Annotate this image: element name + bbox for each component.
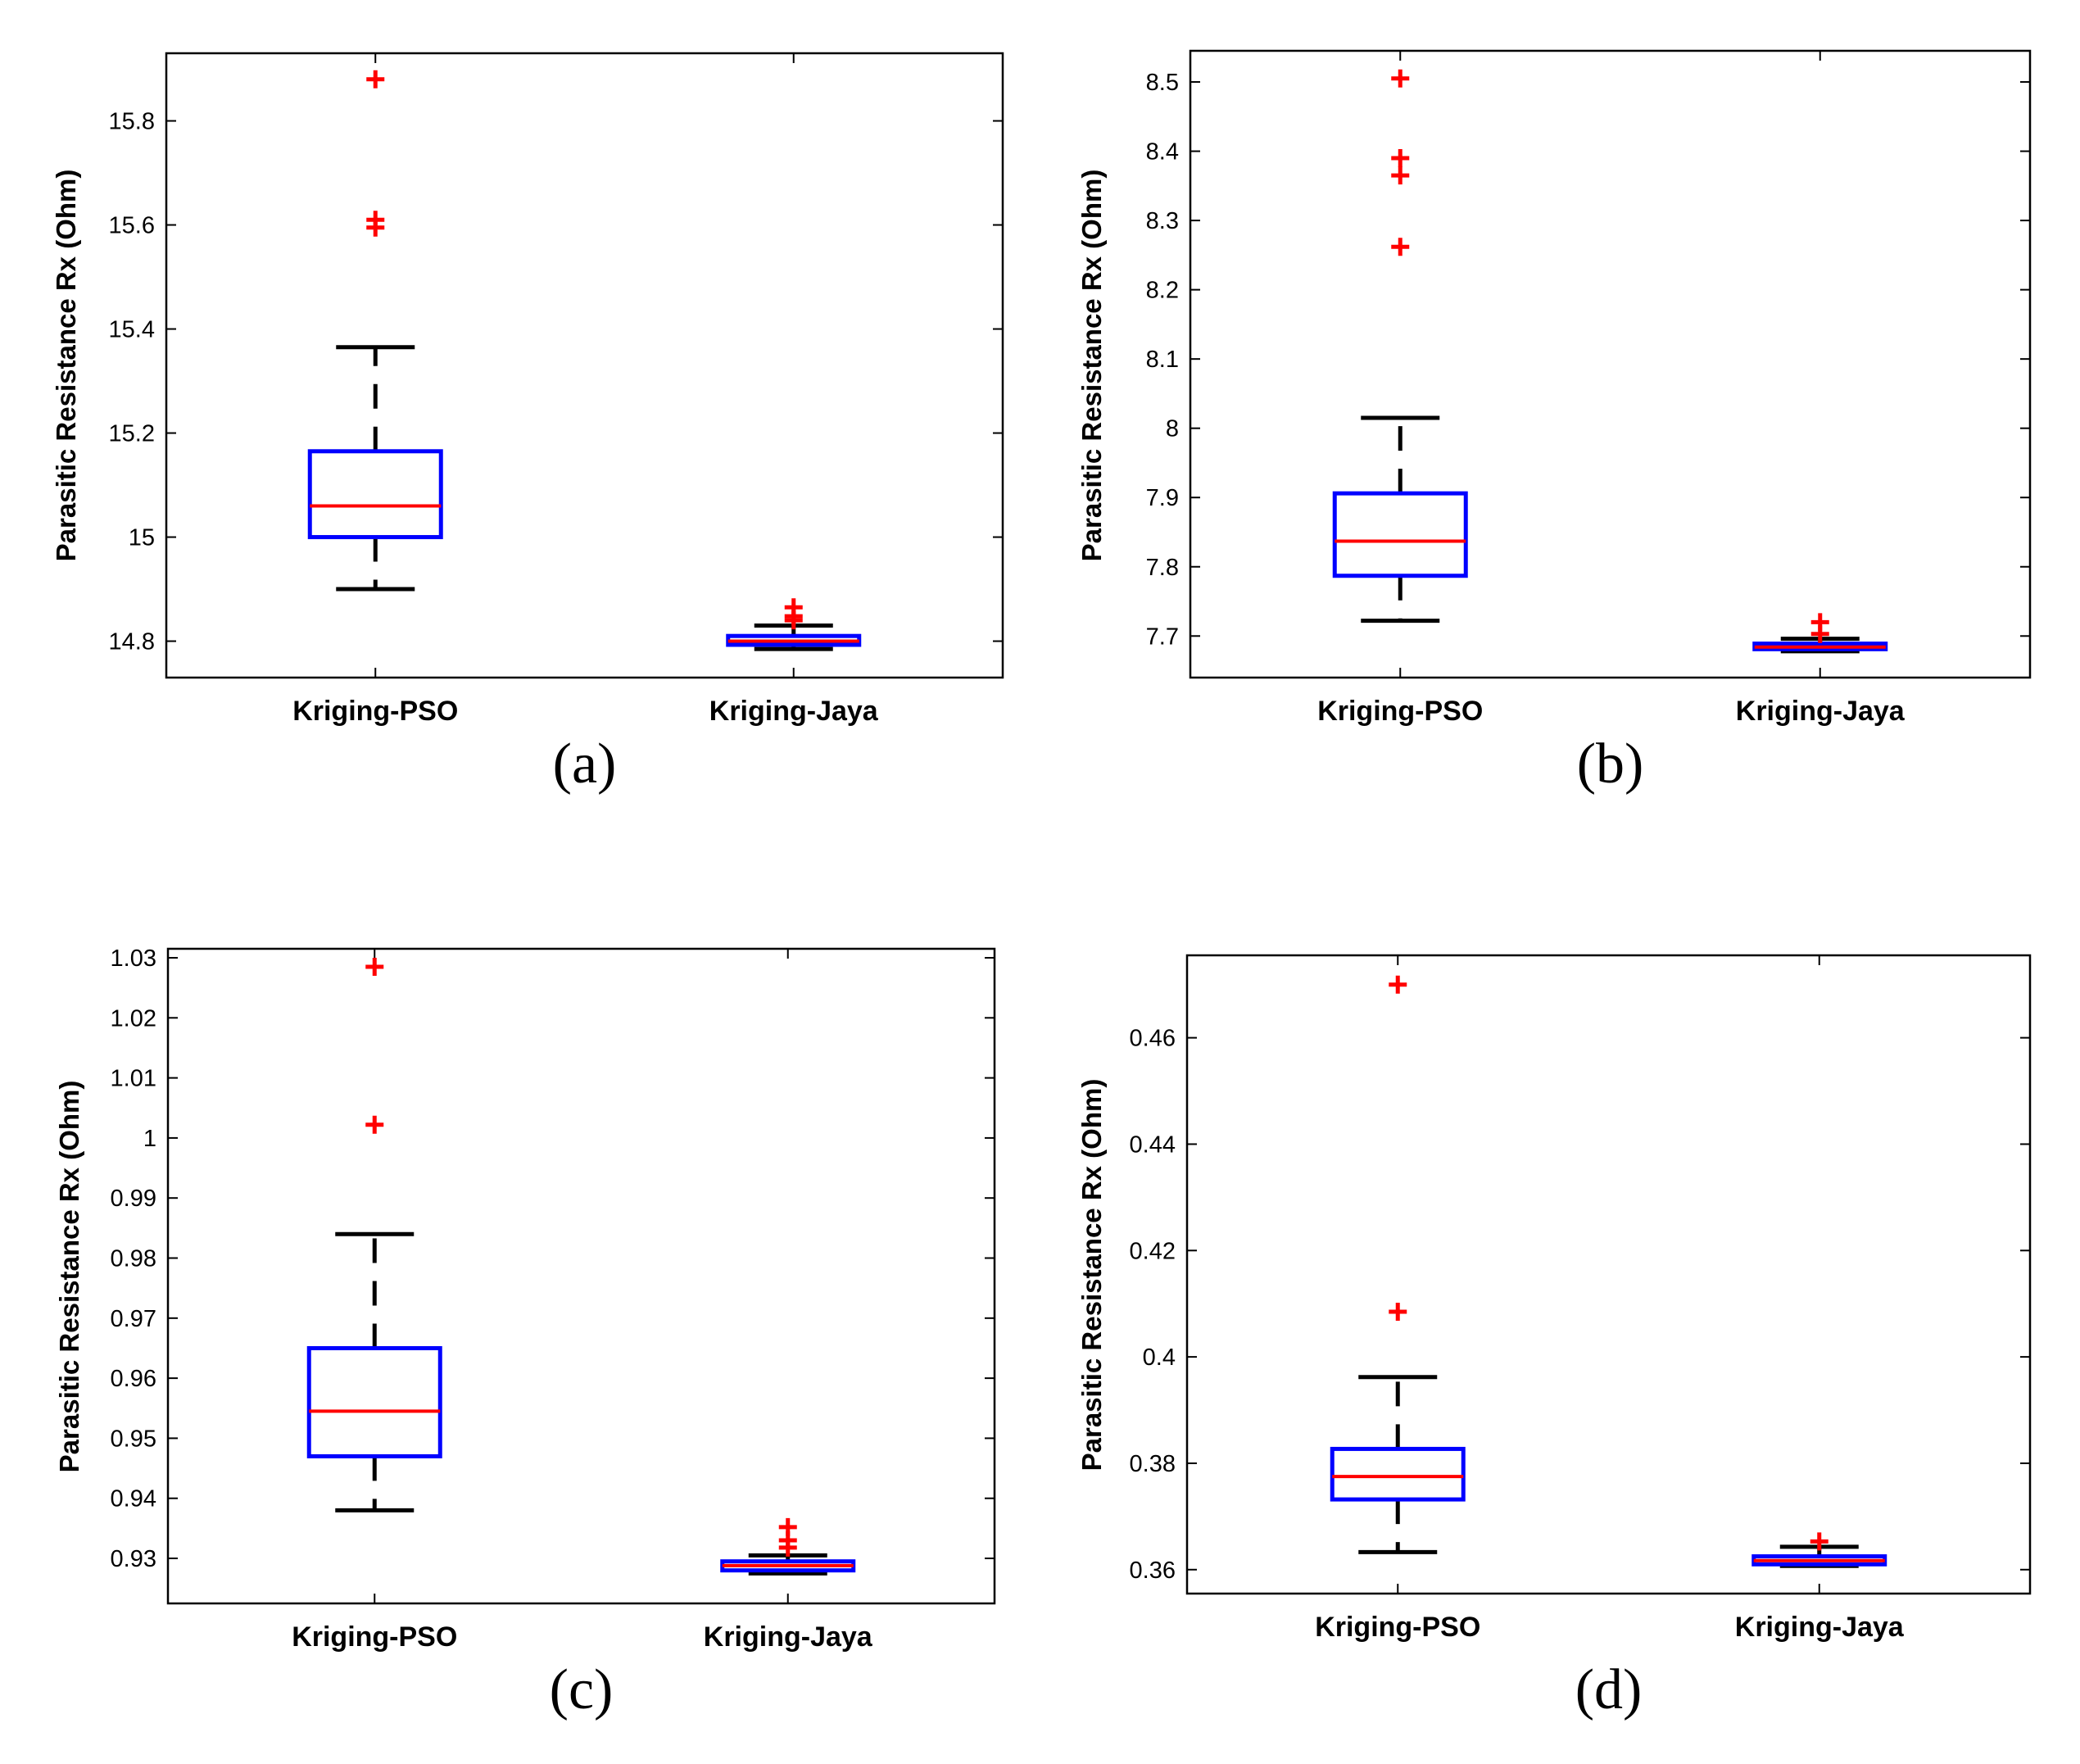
panel-label: (b)	[1577, 732, 1644, 796]
iqr-box	[1332, 491, 1468, 578]
panel-b: 7.7 7.8 7.9 8 8.1 8.2 8.3 8.4 8.5 Kriging-PSO Krig…	[1076, 49, 2032, 796]
y-tick-label: 0.46	[1130, 1026, 1176, 1052]
iqr-box	[306, 1345, 442, 1458]
category-label: Kriging-Jaya	[704, 1621, 873, 1653]
y-tick-label: 15.4	[109, 317, 155, 343]
outlier-marker	[778, 1538, 797, 1557]
outlier-marker	[1389, 975, 1407, 994]
outlier-marker	[1391, 238, 1410, 256]
y-tick-label: 0.42	[1130, 1238, 1176, 1264]
category-label: Kriging-PSO	[1315, 1612, 1480, 1643]
y-tick-label: 8.1	[1146, 347, 1179, 373]
panel-label: (a)	[553, 732, 617, 796]
category-label: Kriging-Jaya	[709, 696, 879, 727]
y-tick-label: 1.01	[111, 1066, 156, 1092]
box-Kriging-PSO	[1330, 975, 1466, 1554]
y-tick-label: 0.38	[1130, 1451, 1176, 1477]
panel-c: 0.93 0.94 0.95 0.96 0.97 0.98 0.99 1 1.01 1.02 1.0…	[54, 945, 996, 1721]
plot-frame	[166, 947, 996, 1605]
outlier-marker	[1810, 624, 1829, 643]
outlier-marker	[1391, 149, 1410, 168]
y-axis-label: Parasitic Resistance Rx (Ohm)	[51, 170, 81, 562]
y-tick-label: 0.97	[111, 1306, 156, 1332]
iqr-box	[307, 449, 443, 540]
outlier-marker	[784, 611, 803, 630]
box-Kriging-Jaya	[726, 598, 862, 651]
panel-a: 14.8 15 15.2 15.4 15.6 15.8 Kriging-PSO Kriging…	[51, 52, 1004, 796]
y-axis-label: Parasitic Resistance Rx (Ohm)	[1076, 170, 1107, 562]
box-Kriging-Jaya	[720, 1517, 856, 1576]
category-label: Kriging-PSO	[292, 1621, 457, 1653]
y-tick-label: 8.3	[1146, 208, 1179, 234]
y-tick-label: 8.5	[1146, 70, 1179, 96]
box-Kriging-Jaya	[1751, 1532, 1887, 1568]
outlier-marker	[365, 957, 384, 976]
plot-frame	[1185, 954, 2032, 1595]
y-tick-label: 0.93	[111, 1546, 156, 1572]
y-tick-label: 14.8	[109, 629, 155, 655]
y-tick-label: 0.99	[111, 1186, 156, 1212]
y-tick-label: 0.98	[111, 1246, 156, 1272]
outlier-marker	[366, 218, 385, 237]
iqr-box	[1330, 1446, 1466, 1502]
category-label: Kriging-Jaya	[1736, 696, 1906, 727]
panel-label: (c)	[550, 1658, 614, 1721]
y-tick-label: 0.36	[1130, 1558, 1176, 1584]
y-tick-label: 0.95	[111, 1426, 156, 1452]
y-tick-label: 7.9	[1146, 485, 1179, 511]
y-tick-label: 0.4	[1143, 1345, 1176, 1371]
y-axis-label: Parasitic Resistance Rx (Ohm)	[1076, 1079, 1107, 1472]
category-label: Kriging-PSO	[292, 696, 458, 727]
outlier-marker	[1391, 166, 1410, 185]
y-tick-label: 15.8	[109, 109, 155, 135]
y-tick-label: 1.02	[111, 1005, 156, 1032]
outlier-marker	[365, 1115, 384, 1134]
panel-label: (d)	[1575, 1658, 1643, 1721]
y-tick-label: 15.2	[109, 421, 155, 447]
outlier-marker	[1391, 69, 1410, 88]
plot-frame	[1189, 49, 2032, 679]
outlier-marker	[1389, 1302, 1407, 1321]
y-axis-label: Parasitic Resistance Rx (Ohm)	[54, 1081, 84, 1473]
box-Kriging-PSO	[1332, 69, 1468, 624]
y-tick-label: 15	[129, 525, 155, 551]
y-tick-label: 8.4	[1146, 139, 1179, 166]
box-Kriging-Jaya	[1752, 613, 1888, 654]
y-tick-label: 0.44	[1130, 1131, 1176, 1158]
outlier-marker	[366, 70, 385, 88]
y-tick-label: 7.7	[1146, 624, 1179, 650]
y-tick-label: 7.8	[1146, 555, 1179, 581]
plot-frame	[165, 52, 1004, 679]
y-tick-label: 8	[1166, 416, 1179, 442]
y-tick-label: 0.96	[111, 1366, 156, 1392]
category-label: Kriging-PSO	[1317, 696, 1483, 727]
panel-d: 0.36 0.38 0.4 0.42 0.44 0.46 Kriging-PSO Krigin…	[1076, 954, 2032, 1721]
box-Kriging-PSO	[307, 70, 443, 592]
box-Kriging-PSO	[306, 957, 442, 1512]
y-tick-label: 8.2	[1146, 278, 1179, 304]
outlier-marker	[1810, 1532, 1828, 1551]
y-tick-label: 0.94	[111, 1486, 156, 1512]
category-label: Kriging-Jaya	[1735, 1612, 1905, 1643]
y-tick-label: 1.03	[111, 945, 156, 972]
y-tick-label: 15.6	[109, 213, 155, 239]
y-tick-label: 1	[143, 1126, 156, 1152]
